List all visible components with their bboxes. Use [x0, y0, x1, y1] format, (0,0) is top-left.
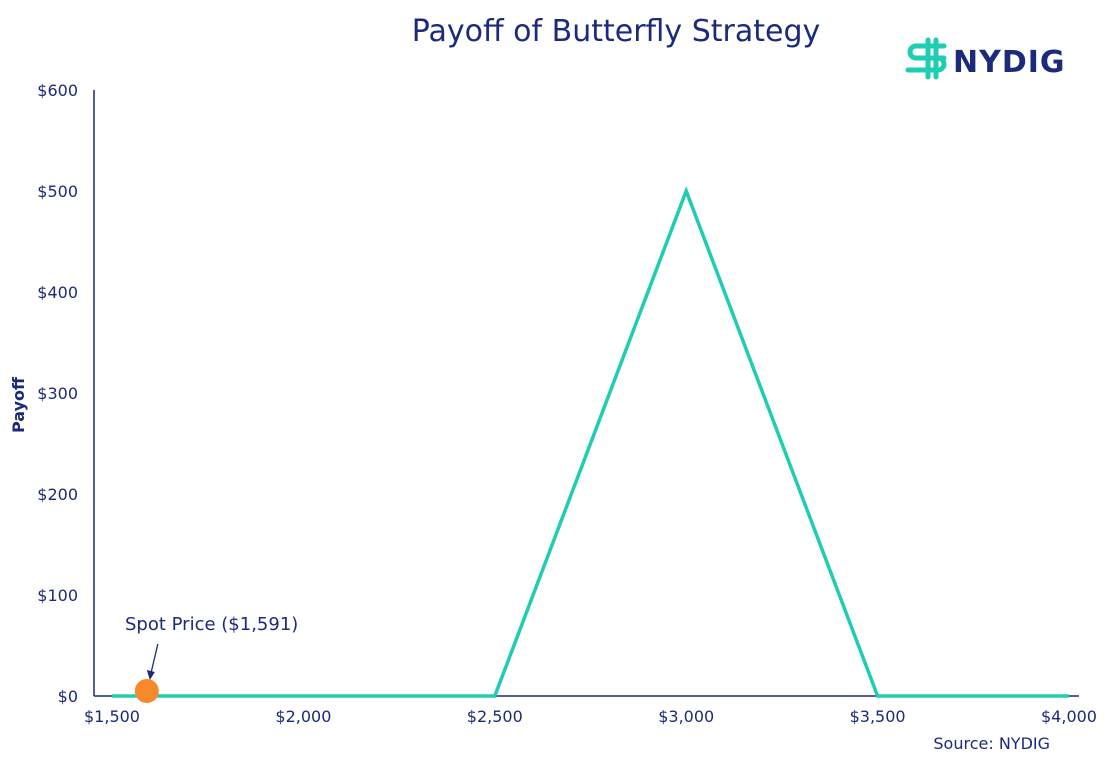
y-tick-label: $600: [37, 81, 78, 100]
spot-price-point: [134, 679, 159, 703]
logo-mark-icon: [905, 37, 947, 80]
annotation-arrowhead: [146, 670, 155, 680]
y-axis-title: Payoff: [9, 376, 28, 433]
logo-wordmark: NYDIG: [953, 45, 1066, 80]
y-tick-label: $300: [37, 384, 78, 403]
y-axis-ticks: $0 $100 $200 $300 $400 $500 $600: [37, 81, 78, 706]
y-tick-label: $200: [37, 485, 78, 504]
spot-price-annotation: Spot Price ($1,591): [125, 614, 298, 635]
x-axis-ticks: $1,500 $2,000 $2,500 $3,000 $3,500 $4,000: [84, 707, 1097, 726]
x-tick-label: $4,000: [1041, 707, 1097, 726]
y-tick-label: $500: [37, 182, 78, 201]
y-tick-label: $400: [37, 283, 78, 302]
x-tick-label: $3,000: [658, 707, 714, 726]
nydig-logo: NYDIG: [905, 37, 1066, 80]
y-tick-label: $100: [37, 586, 78, 605]
x-tick-label: $1,500: [84, 707, 140, 726]
source-note: Source: NYDIG: [933, 734, 1050, 753]
y-tick-label: $0: [58, 687, 78, 706]
x-tick-label: $3,500: [850, 707, 906, 726]
chart-title: Payoff of Butterfly Strategy: [412, 14, 821, 49]
series-line: [112, 186, 1069, 698]
x-tick-label: $2,500: [467, 707, 523, 726]
x-tick-label: $2,000: [275, 707, 331, 726]
